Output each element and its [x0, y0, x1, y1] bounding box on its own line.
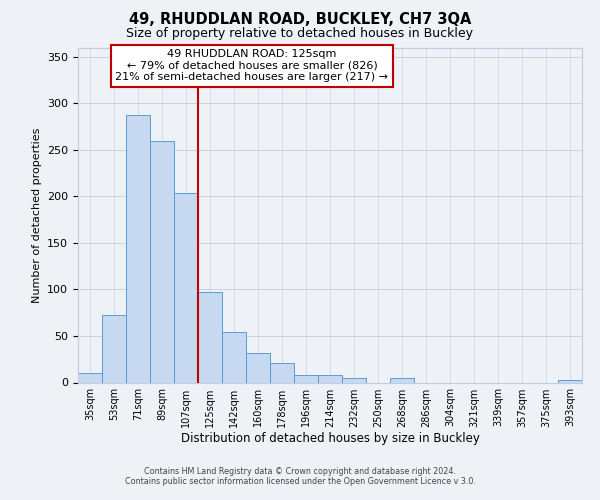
X-axis label: Distribution of detached houses by size in Buckley: Distribution of detached houses by size …	[181, 432, 479, 446]
Bar	[390, 378, 414, 382]
Bar	[150, 142, 174, 382]
Bar	[126, 116, 150, 382]
Bar	[198, 292, 222, 382]
Y-axis label: Number of detached properties: Number of detached properties	[32, 128, 41, 302]
Bar	[318, 375, 342, 382]
Text: Contains HM Land Registry data © Crown copyright and database right 2024.: Contains HM Land Registry data © Crown c…	[144, 467, 456, 476]
Bar	[78, 373, 102, 382]
Bar	[174, 192, 198, 382]
Text: 49 RHUDDLAN ROAD: 125sqm
← 79% of detached houses are smaller (826)
21% of semi-: 49 RHUDDLAN ROAD: 125sqm ← 79% of detach…	[115, 49, 388, 82]
Bar	[342, 378, 366, 382]
Bar	[558, 380, 582, 382]
Text: 49, RHUDDLAN ROAD, BUCKLEY, CH7 3QA: 49, RHUDDLAN ROAD, BUCKLEY, CH7 3QA	[129, 12, 471, 28]
Text: Contains public sector information licensed under the Open Government Licence v : Contains public sector information licen…	[125, 477, 475, 486]
Text: Size of property relative to detached houses in Buckley: Size of property relative to detached ho…	[127, 28, 473, 40]
Bar	[102, 314, 126, 382]
Bar	[294, 375, 318, 382]
Bar	[222, 332, 246, 382]
Bar	[246, 352, 270, 382]
Bar	[270, 363, 294, 382]
